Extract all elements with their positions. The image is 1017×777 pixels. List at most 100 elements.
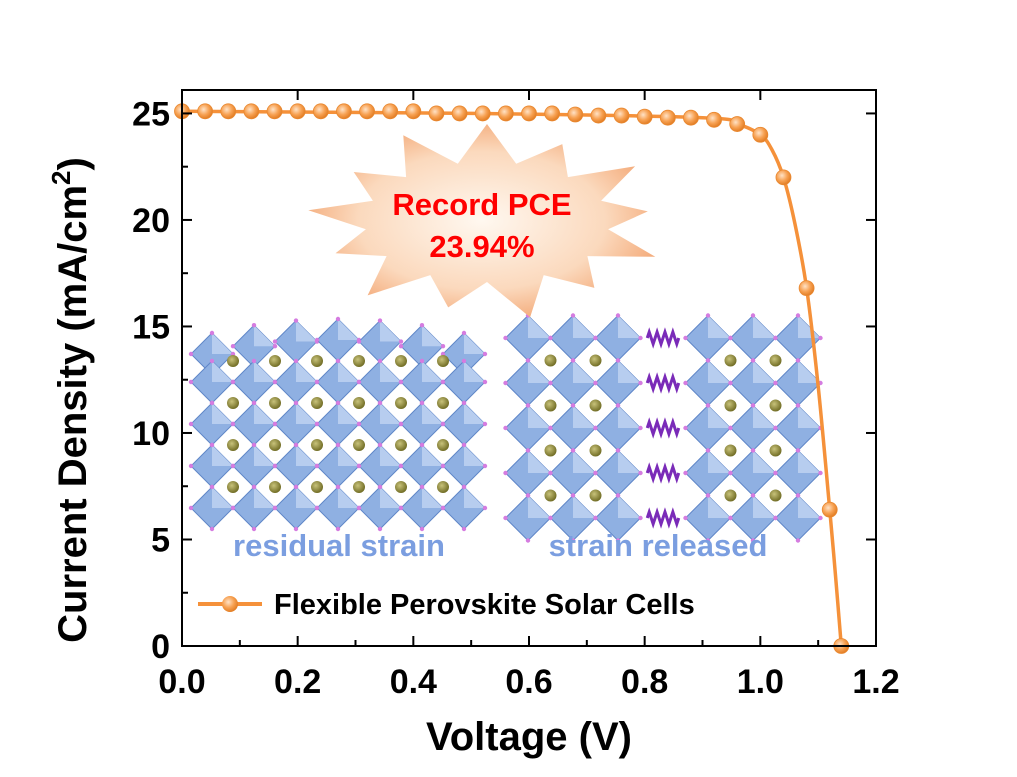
halide-atom <box>209 442 215 448</box>
halide-atom <box>188 505 194 511</box>
octahedron-face <box>573 450 596 473</box>
a-site-cation <box>544 399 557 412</box>
octahedron-face <box>753 315 776 338</box>
halide-atom <box>230 344 236 349</box>
octahedron-face <box>798 315 821 338</box>
halide-atom <box>795 538 801 543</box>
data-point <box>220 103 237 120</box>
a-site-cation <box>227 439 239 451</box>
halide-atom <box>440 505 446 511</box>
halide-atom <box>188 379 194 385</box>
halide-atom <box>188 351 194 357</box>
halide-atom <box>638 425 643 431</box>
octahedron-face <box>212 487 233 508</box>
halide-atom <box>750 313 756 318</box>
octahedron-face <box>573 405 596 428</box>
halide-atom <box>525 358 531 363</box>
halide-atom <box>728 380 733 386</box>
halide-atom <box>525 538 531 543</box>
octahedron-face <box>212 445 233 466</box>
a-site-cation <box>311 439 323 451</box>
a-site-cation <box>437 439 449 451</box>
halide-atom <box>314 337 320 343</box>
halide-atom <box>728 470 733 476</box>
halide-atom <box>570 538 576 543</box>
halide-atom <box>293 526 299 532</box>
a-site-cation <box>724 444 737 457</box>
octahedron-face <box>254 487 275 508</box>
halide-atom <box>419 526 425 532</box>
a-site-cation <box>769 489 782 502</box>
inset-left-label: residual strain <box>233 528 445 563</box>
data-point <box>636 108 653 125</box>
y-axis-title-suffix: ) <box>51 157 95 170</box>
octahedron-face <box>528 360 551 383</box>
halide-atom <box>750 358 756 363</box>
halide-atom <box>335 316 341 322</box>
halide-atom <box>615 403 621 408</box>
halide-atom <box>251 358 257 364</box>
halide-atom <box>593 470 598 476</box>
halide-atom <box>251 323 257 328</box>
a-site-cation <box>269 355 281 367</box>
data-point <box>451 105 468 122</box>
halide-atom <box>293 442 299 448</box>
a-site-cation <box>395 355 407 367</box>
a-site-cation <box>353 355 365 367</box>
y-tick-label: 20 <box>132 202 170 240</box>
halide-atom <box>251 484 257 490</box>
halide-atom <box>503 335 508 341</box>
a-site-cation <box>227 355 239 367</box>
x-tick-label: 0.2 <box>274 663 321 701</box>
halide-atom <box>525 448 531 453</box>
halide-atom <box>377 358 383 364</box>
data-point <box>336 103 352 120</box>
a-site-cation <box>353 481 365 493</box>
y-tick-label: 10 <box>132 415 170 453</box>
octahedron-face <box>296 320 317 342</box>
y-tick-label: 0 <box>151 628 170 666</box>
halide-atom <box>615 313 621 318</box>
halide-atom <box>377 484 383 490</box>
octahedron-face <box>708 360 731 383</box>
octahedron-face <box>464 487 485 508</box>
halide-atom <box>705 448 711 453</box>
halide-atom <box>750 493 756 498</box>
a-site-cation <box>589 399 602 412</box>
halide-atom <box>356 379 362 385</box>
halide-atom <box>570 493 576 498</box>
octahedron-face <box>422 325 443 347</box>
halide-atom <box>230 379 236 385</box>
y-axis-title-main: Current Density (mA/cm <box>51 185 95 643</box>
a-site-cation <box>437 481 449 493</box>
halide-atom <box>482 351 488 357</box>
halide-atom <box>705 358 711 363</box>
halide-atom <box>272 463 278 469</box>
halide-atom <box>314 421 320 427</box>
halide-atom <box>272 379 278 385</box>
x-axis-title: Voltage (V) <box>426 715 632 759</box>
a-site-cation <box>724 399 737 412</box>
halide-atom <box>440 344 446 349</box>
y-axis-title: Current Density (mA/cm2) <box>46 157 95 643</box>
a-site-cation <box>395 481 407 493</box>
octahedron-face <box>380 320 401 342</box>
halide-atom <box>795 403 801 408</box>
legend: Flexible Perovskite Solar Cells <box>198 589 695 621</box>
halide-atom <box>705 403 711 408</box>
data-point <box>821 501 838 518</box>
halide-atom <box>440 463 446 469</box>
halide-atom <box>548 515 553 521</box>
a-site-cation <box>437 397 449 409</box>
halide-atom <box>377 442 383 448</box>
legend-label: Flexible Perovskite Solar Cells <box>274 589 695 621</box>
octahedron-face <box>212 333 233 354</box>
a-site-cation <box>269 397 281 409</box>
x-tick-label: 0.4 <box>390 663 437 701</box>
halide-atom <box>209 330 215 336</box>
octahedron-face <box>464 403 485 424</box>
halide-atom <box>593 425 598 431</box>
halide-atom <box>251 400 257 406</box>
a-site-cation <box>227 397 239 409</box>
